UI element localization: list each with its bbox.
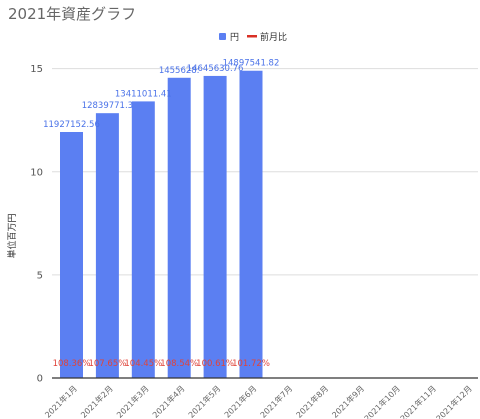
legend-label-mom: 前月比	[260, 31, 287, 43]
x-tick-label: 2021年6月	[222, 383, 258, 419]
y-tick-label: 0	[37, 374, 43, 385]
bar	[239, 70, 263, 379]
ratio-label: 100.61%	[196, 359, 234, 369]
ratio-labels: 108.36%107.65%104.45%108.54%100.61%101.7…	[53, 359, 270, 369]
y-tick-label: 15	[30, 64, 43, 75]
bar	[167, 77, 191, 378]
y-tick-label: 10	[30, 167, 43, 178]
bar	[95, 113, 119, 378]
data-label: 14897541.82	[223, 59, 280, 69]
x-tick-label: 2021年10月	[362, 383, 402, 419]
ratio-label: 101.72%	[232, 359, 270, 369]
data-label: 1455628:	[159, 66, 200, 76]
bar	[60, 132, 83, 378]
data-labels: 11927152.56 12839771.3 13411011.41 1455628:…	[43, 59, 279, 130]
x-tick-label: 2021年9月	[330, 383, 366, 419]
ratio-label: 107.65%	[88, 359, 126, 369]
data-label: 12839771.3	[82, 101, 133, 111]
y-tick-labels: 0 5 10 15	[30, 64, 43, 384]
bars	[60, 70, 263, 379]
x-tick-label: 2021年1月	[43, 383, 79, 419]
x-tick-label: 2021年4月	[150, 383, 186, 419]
data-label: 11927152.56	[43, 120, 100, 130]
bar	[203, 75, 227, 378]
ratio-label: 108.36%	[53, 359, 91, 369]
legend: 円 前月比	[219, 31, 287, 43]
x-tick-label: 2021年8月	[294, 383, 330, 419]
ratio-label: 108.54%	[160, 359, 198, 369]
x-tick-label: 2021年2月	[78, 383, 114, 419]
data-label: 14645630.76	[187, 64, 244, 74]
legend-label-yen: 円	[230, 32, 239, 43]
x-tick-label: 2021年11月	[398, 383, 438, 419]
y-tick-label: 5	[37, 270, 43, 281]
x-tick-label: 2021年7月	[258, 383, 294, 419]
x-tick-labels: 2021年1月 2021年2月 2021年3月 2021年4月 2021年5月 2021年…	[43, 383, 474, 419]
data-label: 13411011.41	[115, 89, 172, 99]
ratio-label: 104.45%	[124, 359, 162, 369]
legend-swatch-mom	[247, 35, 257, 38]
bar	[131, 101, 155, 378]
chart-title: 2021年資産グラフ	[8, 5, 136, 23]
gridlines	[52, 68, 478, 276]
y-axis-label: 単位百万円	[6, 213, 18, 258]
x-tick-label: 2021年5月	[186, 383, 222, 419]
legend-swatch-yen	[219, 33, 226, 40]
x-tick-label: 2021年3月	[114, 383, 150, 419]
x-tick-label: 2021年12月	[434, 383, 474, 419]
